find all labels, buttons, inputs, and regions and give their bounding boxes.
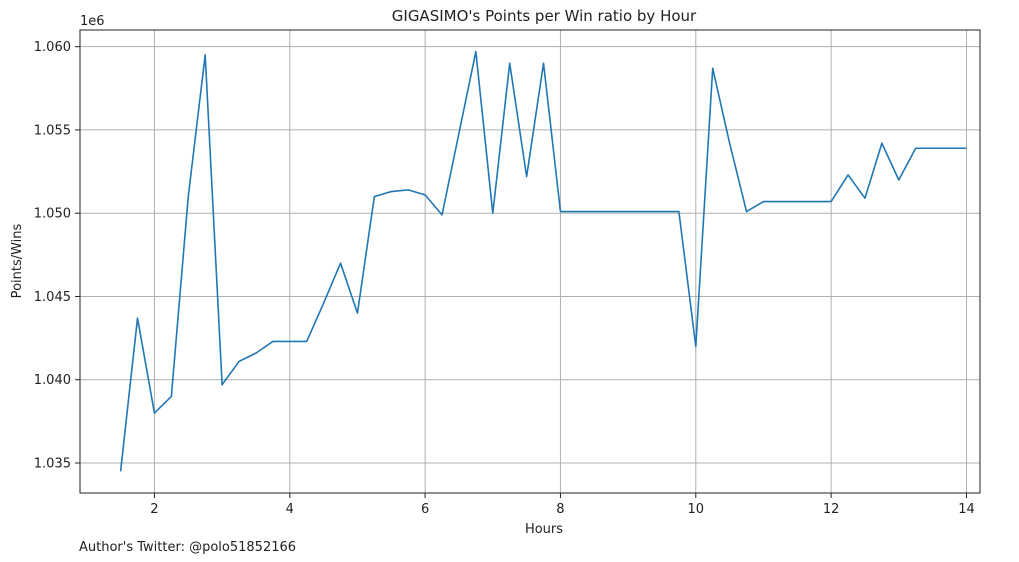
y-tick-label: 1.055 xyxy=(34,123,71,138)
x-tick-label: 10 xyxy=(688,502,705,517)
y-tick-label: 1.045 xyxy=(34,290,71,305)
y-offset-label: 1e6 xyxy=(80,14,105,29)
y-tick-label: 1.060 xyxy=(34,40,71,55)
y-tick-label: 1.050 xyxy=(34,207,71,222)
plot-frame xyxy=(79,29,981,494)
y-tick-label: 1.035 xyxy=(34,457,71,472)
author-footer: Author's Twitter: @polo51852166 xyxy=(79,540,296,555)
y-tick-label: 1.040 xyxy=(34,373,71,388)
x-axis-label: Hours xyxy=(525,522,563,537)
series-line xyxy=(119,50,967,472)
axis-ticks: 2 4 6 8 10 12 14 1.035 1.040 1.045 1.050 1.055 1.060 xyxy=(34,40,975,517)
series-group xyxy=(119,50,967,472)
chart-title: GIGASIMO's Points per Win ratio by Hour xyxy=(392,7,697,25)
grid xyxy=(80,30,980,493)
x-tick-label: 6 xyxy=(421,502,429,517)
x-tick-label: 4 xyxy=(286,502,294,517)
x-tick-label: 14 xyxy=(958,502,975,517)
y-axis-label: Points/Wins xyxy=(10,223,25,298)
x-tick-label: 2 xyxy=(150,502,158,517)
x-tick-label: 8 xyxy=(556,502,564,517)
x-tick-label: 12 xyxy=(823,502,840,517)
